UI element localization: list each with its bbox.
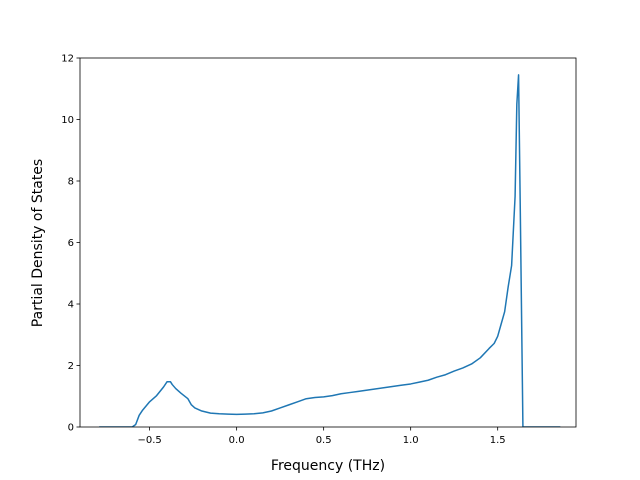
y-tick-label: 6	[68, 238, 74, 249]
y-tick-label: 4	[68, 300, 74, 311]
y-tick-label: 2	[68, 361, 74, 372]
y-tick-label: 10	[61, 115, 74, 126]
y-axis-label: Partial Density of States	[30, 159, 46, 327]
axes-frame	[79, 57, 577, 428]
y-tick-label: 0	[68, 423, 74, 434]
series-line-0	[99, 74, 561, 427]
plot-area	[99, 74, 561, 427]
x-tick-label: 1.5	[490, 435, 506, 446]
y-tick-label: 8	[68, 177, 74, 188]
x-tick-label: −0.5	[137, 435, 161, 446]
x-tick-label: 0.5	[316, 435, 332, 446]
x-axis-label: Frequency (THz)	[271, 458, 385, 474]
x-tick-label: 0.0	[229, 435, 245, 446]
y-tick-label: 12	[61, 54, 74, 65]
x-tick-label: 1.0	[403, 435, 419, 446]
axes: −0.5 0.0 0.5 1.0 1.5 0 2 4 6 8 10 12	[61, 54, 577, 446]
